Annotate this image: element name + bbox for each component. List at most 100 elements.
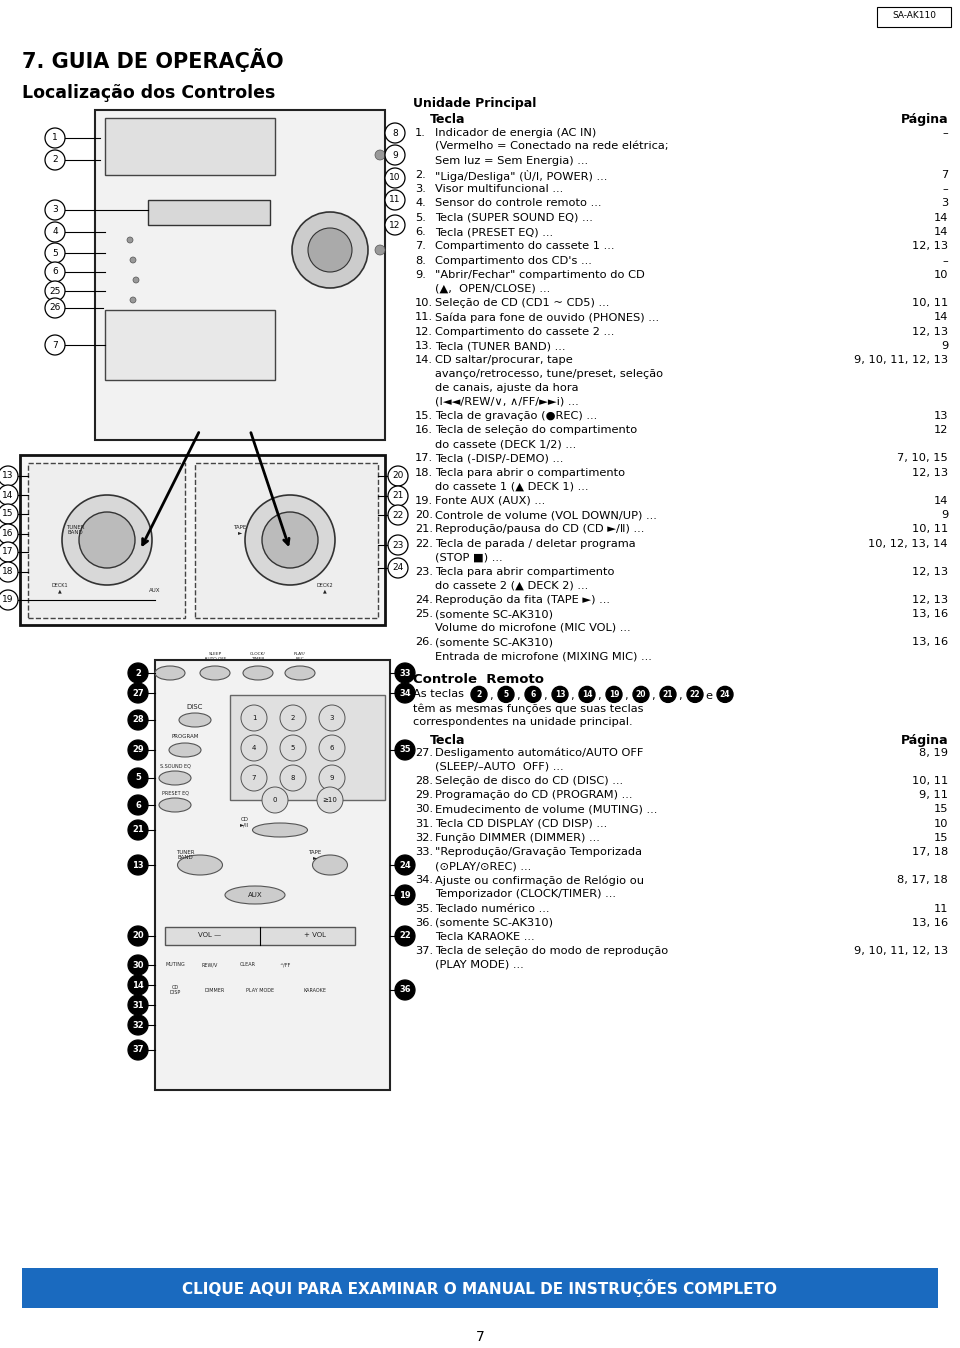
Circle shape	[79, 512, 135, 568]
Bar	[148, 200, 270, 225]
Text: 7, 10, 15: 7, 10, 15	[898, 453, 948, 464]
Text: 8: 8	[291, 775, 296, 780]
Text: 10, 11: 10, 11	[912, 298, 948, 309]
Circle shape	[395, 926, 415, 946]
Text: Função DIMMER (DIMMER) ...: Função DIMMER (DIMMER) ...	[435, 833, 600, 842]
Text: Reprodução/pausa do CD (CD ►/Ⅱ) ...: Reprodução/pausa do CD (CD ►/Ⅱ) ...	[435, 524, 644, 534]
Text: 10: 10	[389, 174, 400, 182]
Text: DISC: DISC	[187, 704, 204, 710]
Text: Tecla (TUNER BAND) ...: Tecla (TUNER BAND) ...	[435, 341, 565, 350]
Text: 11.: 11.	[415, 313, 433, 322]
Circle shape	[45, 262, 65, 282]
Text: Tecla (SUPER SOUND EQ) ...: Tecla (SUPER SOUND EQ) ...	[435, 213, 593, 222]
Text: TAPE
►: TAPE ►	[308, 849, 322, 860]
Circle shape	[395, 683, 415, 704]
Text: (somente SC-AK310): (somente SC-AK310)	[435, 918, 553, 927]
Text: 5: 5	[291, 745, 295, 751]
Ellipse shape	[159, 771, 191, 785]
Circle shape	[45, 280, 65, 301]
Text: "Liga/Desliga" (Ù/I, POWER) ...: "Liga/Desliga" (Ù/I, POWER) ...	[435, 170, 608, 182]
Circle shape	[45, 336, 65, 355]
Text: 9: 9	[941, 341, 948, 350]
Text: Desligamento automático/AUTO OFF: Desligamento automático/AUTO OFF	[435, 748, 643, 759]
Text: Teclado numérico ...: Teclado numérico ...	[435, 903, 549, 914]
Circle shape	[375, 150, 385, 160]
Circle shape	[633, 686, 649, 702]
Text: Tecla para abrir o compartimento: Tecla para abrir o compartimento	[435, 468, 625, 477]
Circle shape	[45, 128, 65, 148]
Text: ,: ,	[570, 692, 574, 701]
Text: 13, 16: 13, 16	[912, 609, 948, 619]
Ellipse shape	[155, 666, 185, 679]
Text: 19: 19	[609, 690, 619, 698]
Ellipse shape	[243, 666, 273, 679]
Text: PLAY MODE: PLAY MODE	[246, 988, 274, 992]
Text: 28.: 28.	[415, 776, 433, 786]
Text: 9: 9	[941, 510, 948, 520]
Text: 14: 14	[934, 213, 948, 222]
Bar	[20, 456, 385, 625]
Circle shape	[552, 686, 568, 702]
Circle shape	[395, 886, 415, 905]
Circle shape	[128, 855, 148, 875]
Text: 24: 24	[399, 860, 411, 869]
Text: 15.: 15.	[415, 411, 433, 421]
Text: ,: ,	[489, 692, 492, 701]
Text: 35: 35	[399, 745, 411, 755]
Text: 8.: 8.	[415, 256, 426, 266]
Text: e: e	[705, 692, 712, 701]
Text: Página: Página	[900, 735, 948, 747]
Text: 32.: 32.	[415, 833, 433, 842]
Text: 25: 25	[49, 287, 60, 295]
Circle shape	[128, 710, 148, 731]
Circle shape	[0, 542, 18, 562]
Text: 13: 13	[933, 411, 948, 421]
Text: ,: ,	[624, 692, 628, 701]
Circle shape	[0, 590, 18, 611]
Ellipse shape	[252, 824, 307, 837]
Circle shape	[241, 735, 267, 762]
Text: 26.: 26.	[415, 638, 433, 647]
Text: 7: 7	[475, 1330, 485, 1344]
Text: "Abrir/Fechar" compartimento do CD: "Abrir/Fechar" compartimento do CD	[435, 270, 645, 280]
Text: Controle de volume (VOL DOWN/UP) ...: Controle de volume (VOL DOWN/UP) ...	[435, 510, 657, 520]
Text: 13: 13	[132, 860, 144, 869]
Text: têm as mesmas funções que suas teclas: têm as mesmas funções que suas teclas	[413, 704, 643, 714]
Text: 4: 4	[52, 228, 58, 236]
Text: 6: 6	[52, 267, 58, 276]
Text: 14.: 14.	[415, 356, 433, 365]
Text: 11: 11	[389, 195, 400, 205]
Circle shape	[395, 980, 415, 1000]
Text: Tecla de gravação (●REC) ...: Tecla de gravação (●REC) ...	[435, 411, 597, 421]
Circle shape	[128, 954, 148, 975]
Circle shape	[128, 995, 148, 1015]
Text: 14: 14	[934, 313, 948, 322]
Circle shape	[0, 524, 18, 545]
Circle shape	[128, 975, 148, 995]
Text: Volume do microfone (MIC VOL) ...: Volume do microfone (MIC VOL) ...	[435, 623, 631, 634]
Bar	[105, 310, 275, 380]
Text: (⊙PLAY/⊙REC) ...: (⊙PLAY/⊙REC) ...	[435, 861, 531, 871]
Text: (somente SC-AK310): (somente SC-AK310)	[435, 609, 553, 619]
Circle shape	[687, 686, 703, 702]
Circle shape	[130, 257, 136, 263]
Text: 13: 13	[2, 472, 13, 480]
Text: 33.: 33.	[415, 848, 433, 857]
Text: 14: 14	[934, 496, 948, 506]
Text: 4.: 4.	[415, 198, 425, 209]
Text: ≥10: ≥10	[323, 797, 337, 803]
Circle shape	[0, 485, 18, 506]
Circle shape	[0, 466, 18, 487]
Text: 15: 15	[2, 510, 13, 519]
Text: 29: 29	[132, 745, 144, 755]
Text: 7. GUIA DE OPERAÇÃO: 7. GUIA DE OPERAÇÃO	[22, 49, 283, 71]
Text: 20.: 20.	[415, 510, 433, 520]
Text: 10: 10	[933, 818, 948, 829]
Text: SLEEP
-AUTO OFF: SLEEP -AUTO OFF	[204, 652, 227, 661]
Text: 9.: 9.	[415, 270, 426, 280]
Circle shape	[245, 495, 335, 585]
Text: –: –	[943, 185, 948, 194]
Text: Tecla: Tecla	[430, 735, 466, 747]
Text: 2.: 2.	[415, 170, 425, 179]
Circle shape	[128, 663, 148, 683]
